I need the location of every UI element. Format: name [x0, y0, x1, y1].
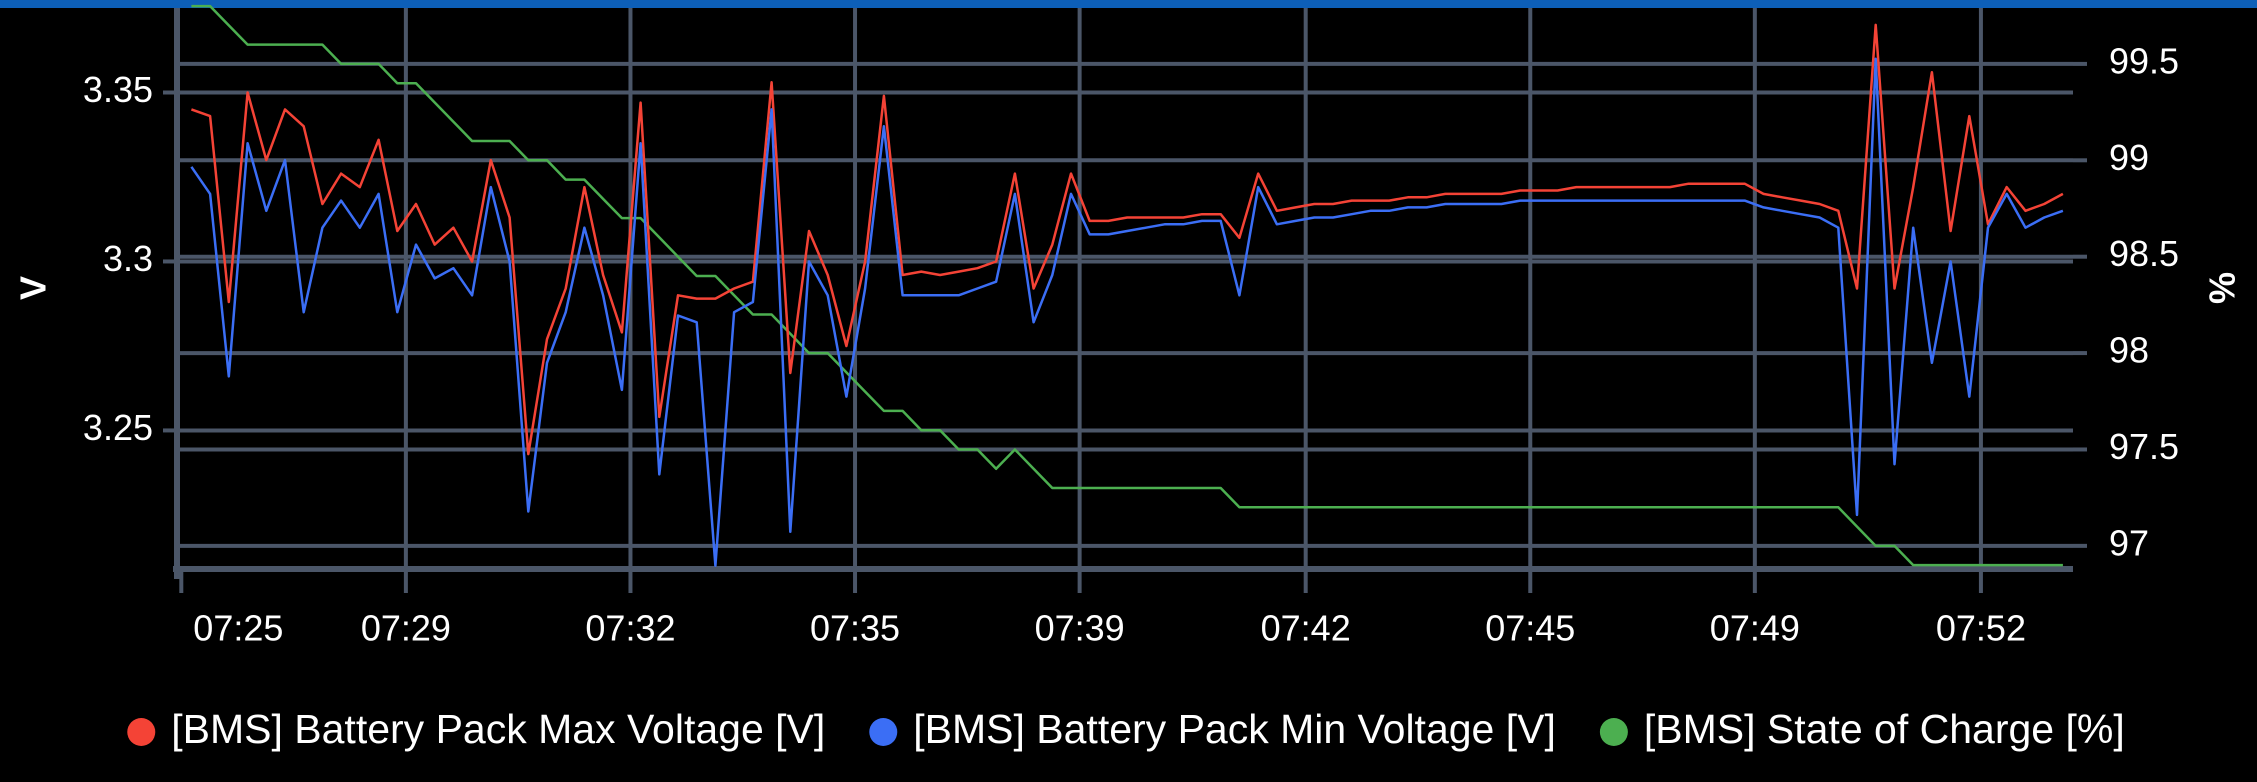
legend-marker: [127, 718, 156, 746]
y2-tick-label: 98: [2109, 330, 2149, 371]
x-tick-label: 07:49: [1710, 608, 1800, 649]
x-tick-label: 07:52: [1936, 608, 2026, 649]
y-tick-label: 3.25: [83, 407, 153, 448]
series-line: [190, 23, 2064, 456]
legend-label: [BMS] State of Charge [%]: [1644, 706, 2125, 752]
series-line: [190, 57, 2064, 567]
top-bar: [0, 0, 2257, 8]
x-tick-label: 07:45: [1485, 608, 1575, 649]
y2-tick-label: 98.5: [2109, 233, 2179, 274]
legend-label: [BMS] Battery Pack Max Voltage [V]: [171, 706, 825, 752]
legend-label: [BMS] Battery Pack Min Voltage [V]: [913, 706, 1556, 752]
x-tick-label: 07:35: [810, 608, 900, 649]
legend-marker: [1599, 718, 1628, 746]
y2-tick-label: 99: [2109, 137, 2149, 178]
y-axis-label: V: [13, 276, 54, 300]
x-tick-label: 07:42: [1261, 608, 1351, 649]
y-tick-label: 3.3: [103, 238, 153, 279]
series-line: [191, 4, 2063, 567]
y-tick-label: 3.35: [83, 69, 153, 110]
x-tick-label: 07:39: [1035, 608, 1125, 649]
x-tick-label: 07:29: [361, 608, 451, 649]
x-tick-label: 07:25: [193, 608, 283, 649]
legend: [BMS] Battery Pack Max Voltage [V] [BMS] …: [127, 706, 2125, 752]
y2-tick-label: 97.5: [2109, 426, 2179, 467]
y2-tick-label: 97: [2109, 522, 2149, 563]
x-tick-label: 07:32: [585, 608, 675, 649]
y2-tick-label: 99.5: [2109, 40, 2179, 81]
legend-marker: [869, 718, 898, 746]
y2-axis-label: %: [2201, 272, 2242, 304]
